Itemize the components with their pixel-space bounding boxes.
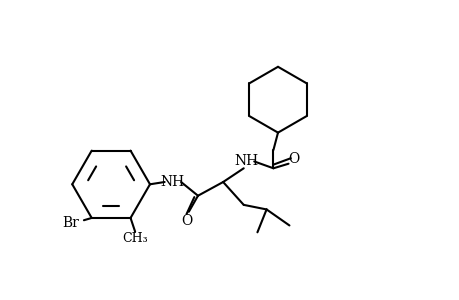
Text: Br: Br [62, 215, 79, 230]
Text: CH₃: CH₃ [122, 232, 148, 245]
Text: NH: NH [161, 175, 185, 189]
Text: O: O [288, 152, 299, 166]
Text: O: O [180, 214, 192, 228]
Text: NH: NH [234, 154, 257, 168]
